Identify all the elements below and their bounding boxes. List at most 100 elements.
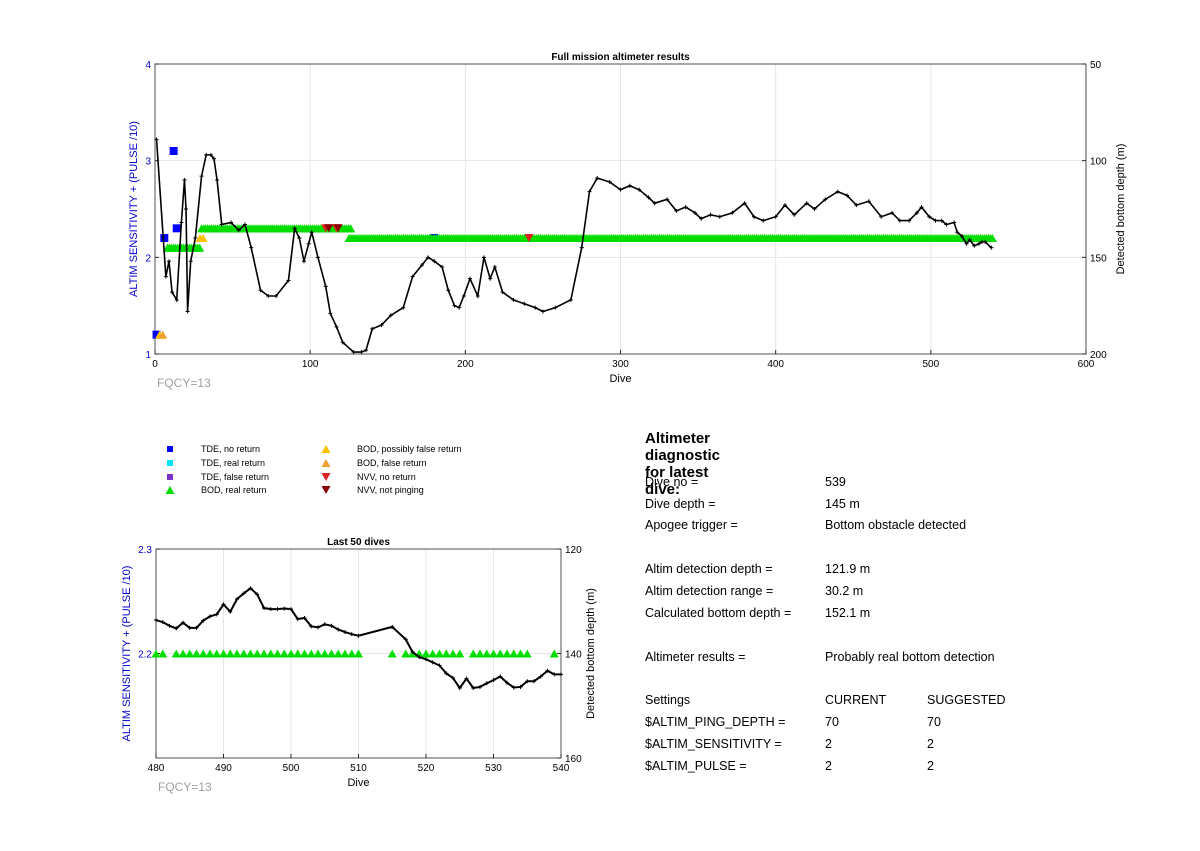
- last50-chart-bottom-depth-point: [208, 614, 212, 619]
- last50-chart-marker-triangle: [219, 649, 228, 658]
- full-chart-bottom-depth-point: [170, 290, 175, 295]
- full-chart-bottom-depth-point: [618, 187, 623, 192]
- full-chart-bottom-depth-point: [907, 218, 912, 223]
- full-chart-bottom-depth-point: [301, 259, 306, 264]
- full-chart-bottom-depth-point: [274, 294, 279, 298]
- full-chart-bottom-depth-point: [166, 259, 171, 264]
- full-chart-bottom-depth-point: [976, 241, 981, 246]
- last50-chart-marker-triangle: [158, 649, 168, 658]
- legend-marker-square: [167, 446, 173, 452]
- full-chart-bottom-depth-point: [540, 309, 545, 314]
- last50-chart-bottom-depth-point: [262, 606, 266, 611]
- setting-ping-depth-current: 70: [825, 715, 839, 729]
- last50-chart-marker-triangle: [225, 649, 235, 658]
- last50-chart-marker-triangle: [192, 649, 201, 658]
- full-chart-bottom-depth-point: [323, 284, 328, 289]
- full-chart-marker-triangle: [524, 233, 534, 243]
- last50-chart-bottom-depth-point: [167, 623, 172, 628]
- last50-chart-bottom-depth-point: [221, 602, 226, 607]
- full-chart-bottom-depth-point: [467, 276, 472, 281]
- full-chart-note: FQCY=13: [157, 376, 211, 390]
- full-chart-bottom-depth-point: [683, 205, 688, 210]
- full-chart-marker-square: [152, 330, 161, 339]
- last50-chart-bottom-depth-point: [444, 671, 449, 676]
- last50-chart-marker-triangle: [502, 649, 512, 658]
- full-chart-bottom-depth-point: [845, 193, 850, 198]
- full-chart-bottom-depth-point: [914, 210, 919, 215]
- full-chart-marker-triangle: [158, 330, 168, 339]
- full-chart-bottom-depth-point: [488, 276, 493, 281]
- full-chart-bottom-depth-point: [492, 265, 497, 269]
- full-chart-xtick-label: 300: [612, 359, 629, 370]
- full-chart-bottom-depth-point: [587, 189, 592, 194]
- last50-chart-marker-triangle: [320, 649, 330, 658]
- diag-label-dive-depth: Dive depth =: [645, 497, 716, 511]
- last50-chart-y2tick-label: 140: [565, 650, 582, 661]
- full-chart-bottom-depth-point: [751, 214, 756, 219]
- last50-chart-bottom-depth-point: [552, 672, 557, 677]
- legend-label: NVV, not pinging: [357, 485, 424, 495]
- full-chart-ytick-label: 4: [145, 60, 151, 71]
- legend-marker-square: [167, 460, 173, 466]
- diag-value-detection-range: 30.2 m: [825, 584, 864, 598]
- last50-chart-marker-triangle: [435, 649, 444, 658]
- last50-chart-bottom-depth-point: [174, 626, 179, 631]
- last50-chart-marker-triangle: [205, 649, 215, 658]
- last50-chart-marker-triangle: [239, 649, 249, 658]
- legend-label: NVV, no return: [357, 472, 416, 482]
- last50-chart-bottom-depth-point: [349, 632, 354, 637]
- full-chart-bottom-depth-point: [370, 326, 375, 331]
- diag-label-detection-depth: Altim detection depth =: [645, 562, 773, 576]
- last50-chart-ytick-label: 2.3: [138, 545, 152, 556]
- full-chart-bottom-depth-point: [211, 156, 216, 161]
- last50-chart-marker-triangle: [421, 649, 431, 658]
- full-chart-xtick-label: 600: [1078, 359, 1095, 370]
- full-chart-bottom-depth-point: [919, 205, 924, 210]
- full-chart-bottom-depth-point: [854, 203, 859, 208]
- full-chart-bottom-depth-point: [866, 199, 871, 204]
- full-chart-ytick-label: 1: [145, 350, 151, 361]
- last50-chart-marker-triangle: [428, 649, 438, 658]
- full-chart-bottom-depth-point: [359, 350, 364, 355]
- last50-chart-bottom-depth-point: [248, 586, 253, 591]
- full-chart-marker-square: [160, 234, 169, 242]
- full-chart-bottom-depth-point: [730, 210, 735, 215]
- full-chart-bottom-depth-point: [154, 137, 159, 142]
- full-chart-bottom-depth-point: [432, 259, 437, 264]
- last50-chart-bottom-depth-point: [154, 618, 158, 623]
- last50-chart-marker-triangle: [246, 649, 255, 658]
- full-chart-bottom-depth-point: [457, 305, 462, 310]
- last50-chart-bottom-depth-point: [417, 655, 422, 660]
- last50-chart-marker-triangle: [387, 649, 397, 658]
- last50-chart-bottom-depth-point: [201, 618, 206, 623]
- diag-value-apogee-trigger: Bottom obstacle detected: [825, 518, 967, 532]
- full-chart-bottom-depth-point: [229, 220, 234, 225]
- full-chart-bottom-depth-point: [236, 228, 241, 233]
- full-chart-bottom-depth-point: [315, 255, 320, 260]
- full-chart-bottom-depth-point: [568, 297, 573, 302]
- diag-value-dive-depth: 145 m: [825, 497, 860, 511]
- full-chart-marker-triangle: [198, 233, 208, 243]
- last50-chart-bottom-depth-point: [457, 685, 462, 690]
- last50-chart-bottom-depth-point: [235, 597, 239, 602]
- last50-chart-marker-triangle: [306, 649, 316, 658]
- full-chart-ylabel: ALTIM SENSITIVITY + (PULSE /10): [128, 121, 140, 297]
- last50-chart-bottom-depth-point: [538, 674, 543, 679]
- full-chart-bottom-depth-point: [967, 237, 972, 242]
- last50-chart-marker-triangle: [333, 649, 343, 658]
- setting-pulse-current: 2: [825, 759, 832, 773]
- full-chart-bottom-depth-point: [446, 288, 451, 293]
- diag-label-altimeter-results: Altimeter results =: [645, 650, 746, 664]
- last50-chart-bottom-depth-point: [464, 676, 469, 681]
- full-chart-bottom-depth-point: [773, 214, 778, 219]
- last50-chart-y2tick-label: 160: [565, 754, 582, 765]
- full-chart-marker-triangle: [195, 243, 205, 252]
- last50-chart-bottom-depth-point: [322, 622, 327, 627]
- full-chart-bottom-depth-point: [184, 207, 189, 211]
- full-chart-bottom-depth-point: [174, 297, 179, 302]
- diag-value-detection-depth: 121.9 m: [825, 562, 871, 576]
- diag-label-detection-range: Altim detection range =: [645, 584, 774, 598]
- last50-chart-marker-triangle: [232, 649, 242, 658]
- full-chart-bottom-depth-point: [595, 176, 600, 181]
- full-chart-bottom-depth-point: [379, 323, 384, 327]
